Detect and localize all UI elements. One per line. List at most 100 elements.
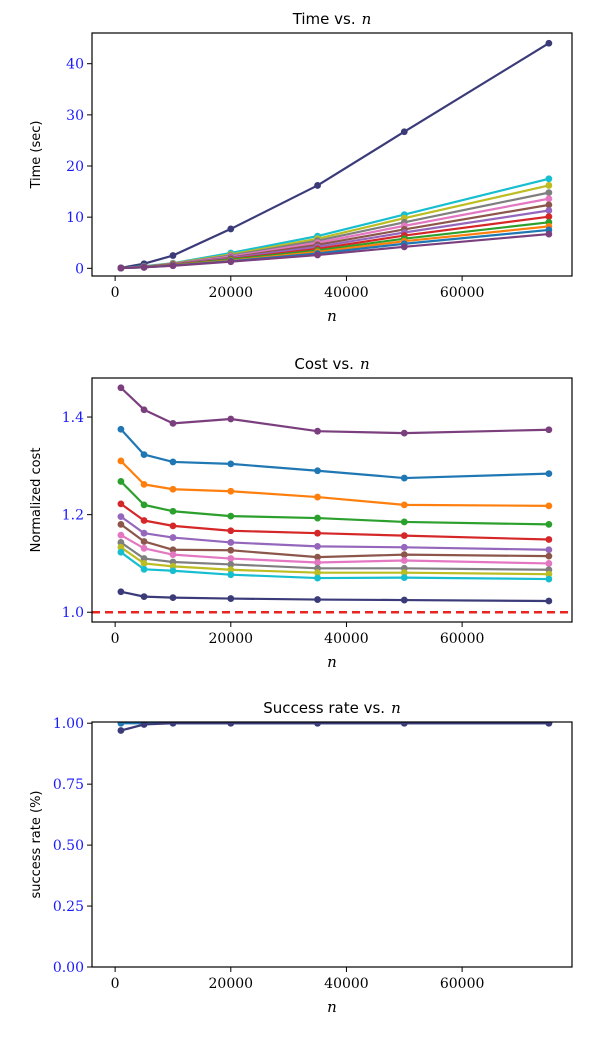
data-point	[400, 574, 408, 581]
data-point	[227, 566, 235, 574]
data-point	[400, 532, 408, 540]
series-2	[117, 175, 553, 272]
data-point	[140, 593, 148, 601]
x-axis-label: n	[327, 998, 337, 1016]
y-tick-label: 0.50	[53, 838, 84, 854]
data-point	[314, 559, 321, 566]
series-3	[117, 182, 553, 272]
data-point	[314, 529, 321, 537]
data-point	[117, 500, 125, 508]
chart-title-variable: n	[391, 699, 401, 717]
data-point	[169, 567, 177, 575]
data-point	[117, 531, 125, 539]
data-point	[545, 201, 553, 209]
data-point	[169, 722, 177, 727]
data-point	[140, 451, 148, 459]
x-tick-label: 40000	[324, 631, 369, 647]
y-tick-label: 40	[66, 57, 84, 73]
data-point	[545, 426, 553, 434]
data-point	[227, 561, 235, 568]
data-point	[314, 722, 321, 727]
data-point	[545, 575, 553, 583]
data-point	[314, 574, 321, 582]
data-point	[140, 501, 148, 509]
chart-title-text: Success rate vs.	[263, 699, 385, 717]
data-point	[545, 521, 553, 528]
data-point	[314, 514, 321, 522]
y-tick-label: 0.25	[53, 899, 84, 915]
y-tick-label: 0.00	[53, 960, 84, 976]
y-tick-label: 1.00	[53, 716, 84, 732]
data-point	[400, 243, 408, 251]
data-point	[400, 596, 408, 604]
data-point	[117, 264, 125, 272]
x-tick-label: 20000	[209, 631, 254, 647]
data-point	[400, 557, 408, 564]
series-3	[117, 457, 553, 510]
data-point	[545, 207, 553, 214]
data-point	[140, 529, 148, 537]
y-axis-label: Normalized cost	[29, 448, 44, 553]
data-point	[545, 230, 553, 238]
y-tick-label: 20	[66, 159, 84, 175]
series-12	[117, 230, 553, 272]
y-tick-label: 1.0	[62, 605, 84, 621]
y-tick-label: 1.2	[62, 508, 84, 524]
data-point	[227, 546, 235, 554]
x-tick-label: 0	[111, 285, 120, 301]
data-point	[140, 538, 148, 545]
data-point	[169, 458, 177, 466]
data-point	[140, 560, 148, 567]
data-point	[314, 542, 321, 550]
data-point	[140, 517, 148, 524]
data-point	[227, 225, 235, 233]
series-line	[120, 177, 550, 270]
x-tick-label: 40000	[324, 976, 369, 992]
plot-area	[92, 384, 572, 614]
series-line	[120, 480, 549, 526]
series-line	[120, 386, 549, 435]
chart-title-text: Time vs.	[292, 10, 356, 28]
data-point	[545, 722, 553, 727]
data-point	[140, 544, 148, 552]
data-point	[227, 539, 235, 546]
series-6	[117, 513, 553, 554]
series-8	[117, 531, 553, 567]
data-point	[314, 569, 321, 577]
x-tick-label: 40000	[324, 285, 369, 301]
data-point	[314, 467, 321, 475]
data-point	[545, 536, 553, 543]
data-point	[545, 470, 553, 478]
data-point	[314, 493, 321, 501]
data-point	[400, 474, 408, 482]
data-point	[227, 258, 235, 266]
y-tick-label: 10	[66, 210, 84, 226]
chart-title: Cost vs. n	[294, 355, 369, 373]
data-point	[400, 518, 408, 526]
data-point	[314, 182, 321, 189]
chart-title-variable: n	[362, 10, 372, 28]
data-point	[545, 182, 553, 189]
data-point	[227, 527, 235, 535]
data-point	[227, 460, 235, 468]
data-point	[545, 570, 553, 578]
data-point	[117, 727, 125, 734]
x-tick-label: 60000	[440, 631, 485, 647]
x-axis-label: n	[327, 307, 337, 325]
data-point	[140, 480, 148, 488]
series-2	[117, 425, 553, 482]
data-point	[117, 543, 125, 551]
chart-title: Time vs. n	[292, 10, 372, 28]
chart-panel-3: Success rate vs. n 0 20000 40000 60000 0.00 0.2…	[29, 699, 573, 1016]
y-tick-label: 30	[66, 108, 84, 124]
data-point	[169, 551, 177, 559]
data-point	[169, 252, 177, 259]
data-point	[227, 512, 235, 520]
data-point	[227, 555, 235, 562]
data-point	[117, 548, 125, 556]
data-point	[227, 722, 235, 727]
axes-frame	[91, 377, 573, 623]
data-point	[400, 543, 408, 551]
series-4	[117, 478, 553, 528]
data-point	[140, 555, 148, 562]
